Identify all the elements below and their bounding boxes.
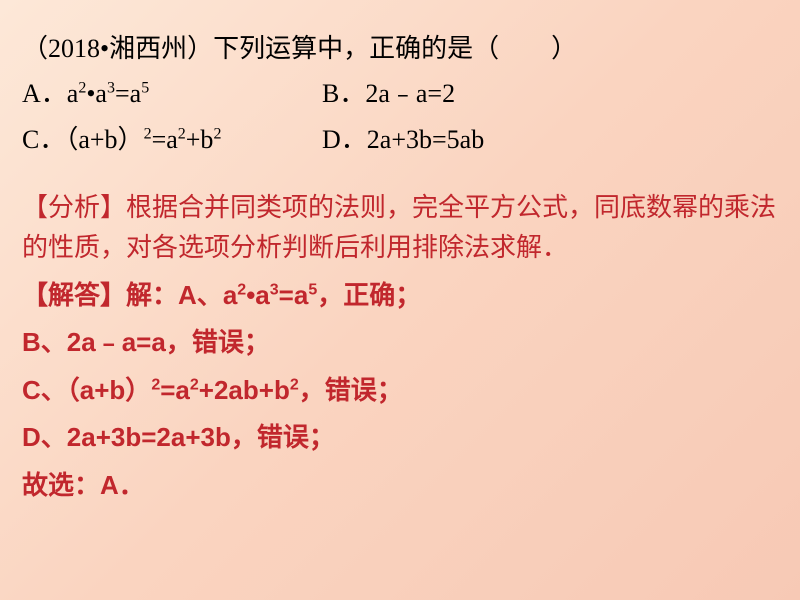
solve-label: 【解答】: [22, 280, 126, 310]
options-row-2: C．（a+b）2=a2+b2 D．2a+3b=5ab: [22, 118, 778, 162]
solve-line-d: D、2a+3b=2a+3b，错误；: [22, 417, 778, 459]
option-c-prefix: C．: [22, 125, 65, 154]
analysis: 【分析】根据合并同类项的法则，完全平方公式，同底数幂的乘法的性质，对各选项分析判…: [22, 188, 778, 269]
solve-line-c: C、（a+b）2=a2+2ab+b2，错误；: [22, 370, 778, 412]
solve-b-verdict: ，错误；: [166, 327, 270, 357]
option-b-prefix: B．: [322, 79, 365, 108]
solve-line-a: 【解答】解：A、a2•a3=a5，正确；: [22, 275, 778, 317]
option-d-expr: 2a+3b=5ab: [367, 125, 484, 154]
option-c-expr: （a+b）2=a2+b2: [65, 125, 221, 154]
option-a: A．a2•a3=a5: [22, 72, 322, 116]
option-a-prefix: A．: [22, 79, 67, 108]
solution-block: 【分析】根据合并同类项的法则，完全平方公式，同底数幂的乘法的性质，对各选项分析判…: [22, 188, 778, 507]
option-d-prefix: D．: [322, 125, 367, 154]
solve-c-label: C、: [22, 375, 67, 405]
solve-b-label: B、: [22, 327, 67, 357]
option-b-expr: 2a﹣a=2: [365, 79, 455, 108]
solve-prefix: 解：: [126, 280, 178, 310]
option-b: B．2a﹣a=2: [322, 72, 778, 116]
question-stem: （2018•湘西州）下列运算中，正确的是（ ）: [22, 28, 778, 70]
solve-d-verdict: ，错误；: [231, 422, 335, 452]
solve-conclusion: 故选：A．: [22, 465, 778, 507]
analysis-label: 【分析】: [22, 193, 126, 222]
solve-b-expr: 2a﹣a=a: [67, 327, 166, 357]
option-a-expr: a2•a3=a5: [67, 79, 149, 108]
solve-d-label: D、: [22, 422, 67, 452]
solve-d-expr: 2a+3b=2a+3b: [67, 422, 231, 452]
solve-a-expr: a2•a3=a5: [223, 280, 317, 310]
solve-c-expr: （a+b）2=a2+2ab+b2: [67, 375, 299, 405]
solve-a-label: A、: [178, 280, 223, 310]
analysis-text: 根据合并同类项的法则，完全平方公式，同底数幂的乘法的性质，对各选项分析判断后利用…: [22, 193, 776, 262]
option-d: D．2a+3b=5ab: [322, 118, 484, 162]
options-row-1: A．a2•a3=a5 B．2a﹣a=2: [22, 72, 778, 116]
option-c: C．（a+b）2=a2+b2: [22, 118, 322, 162]
solve-line-b: B、2a﹣a=a，错误；: [22, 322, 778, 364]
solve-a-verdict: ，正确；: [317, 280, 421, 310]
solve-c-verdict: ，错误；: [299, 375, 403, 405]
